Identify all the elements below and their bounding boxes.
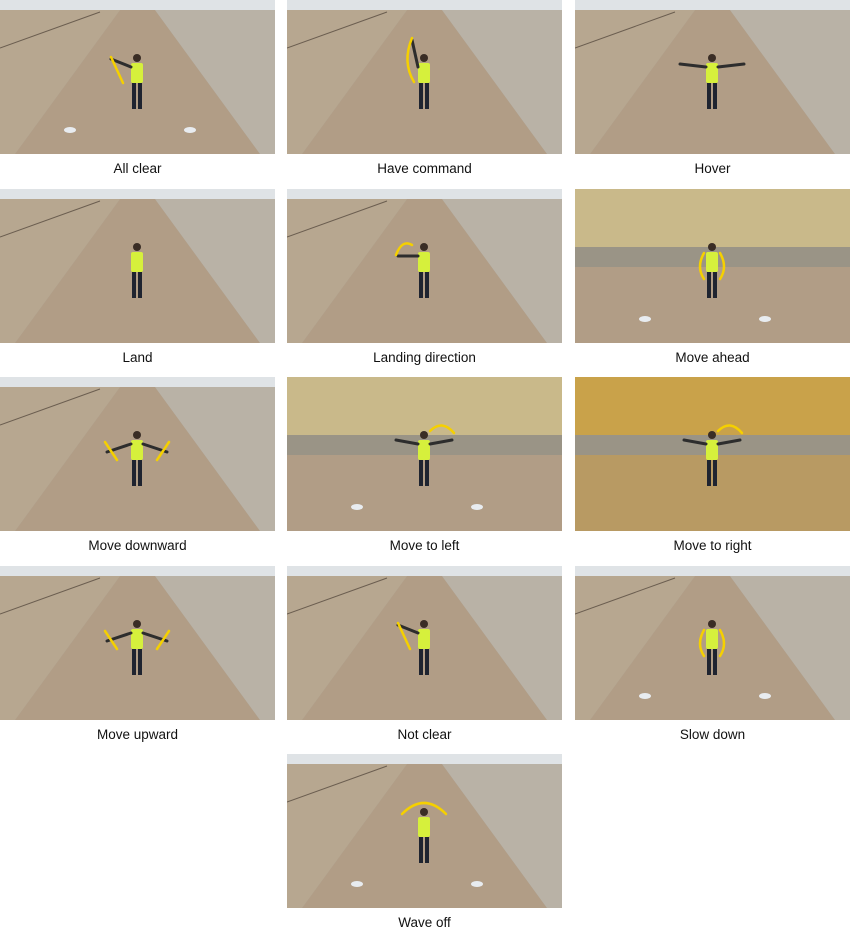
gesture-photo [287, 189, 562, 343]
marshaller-figure [400, 801, 448, 863]
gesture-panel: Move to right [575, 377, 850, 559]
gesture-photo [575, 377, 850, 531]
gesture-caption: Move to left [389, 538, 460, 553]
gesture-panel: Land [0, 189, 275, 371]
marshaller-figure [682, 424, 744, 486]
gesture-caption: Slow down [679, 727, 746, 742]
marshaller-figure [394, 424, 456, 486]
gesture-caption: Move downward [88, 538, 187, 553]
marshaller-figure [678, 54, 746, 109]
marshaller-figure [406, 36, 430, 109]
gesture-photo [0, 189, 275, 343]
gesture-panel: Slow down [575, 566, 850, 748]
gesture-caption: Move upward [96, 727, 179, 742]
gesture-photo [575, 189, 850, 343]
gesture-caption: Wave off [398, 915, 451, 930]
gesture-panel: Wave off [287, 754, 562, 936]
gesture-panel: Move upward [0, 566, 275, 748]
gesture-panel: Move ahead [575, 189, 850, 371]
gesture-photo [0, 377, 275, 531]
gesture-panel: All clear [0, 0, 275, 182]
gesture-photo [575, 0, 850, 154]
gesture-photo [287, 0, 562, 154]
gesture-photo [0, 566, 275, 720]
gesture-panel: Move downward [0, 377, 275, 559]
gesture-caption: Have command [377, 161, 472, 176]
gesture-photo [575, 566, 850, 720]
marshaller-figure [698, 620, 726, 675]
gesture-photo [287, 754, 562, 908]
gesture-panel: Not clear [287, 566, 562, 748]
marshaller-figure [394, 242, 430, 298]
marshaller-figure [109, 54, 143, 109]
gesture-photo [287, 377, 562, 531]
gesture-caption: Move to right [673, 538, 752, 553]
marshaller-figure [396, 620, 430, 675]
marshaller-figure [698, 243, 726, 298]
gesture-caption: Hover [694, 161, 731, 176]
marshaller-figure [103, 431, 171, 486]
gesture-panel: Landing direction [287, 189, 562, 371]
gesture-panel: Hover [575, 0, 850, 182]
marshaller-figure [103, 620, 171, 675]
gesture-photo [0, 0, 275, 154]
gesture-caption: Move ahead [675, 350, 750, 365]
gesture-caption: All clear [113, 161, 162, 176]
gesture-photo [287, 566, 562, 720]
gesture-panel: Have command [287, 0, 562, 182]
gesture-caption: Land [122, 350, 153, 365]
gesture-caption: Not clear [397, 727, 452, 742]
gesture-caption: Landing direction [373, 350, 476, 365]
marshaller-figure [131, 243, 143, 298]
gesture-panel: Move to left [287, 377, 562, 559]
